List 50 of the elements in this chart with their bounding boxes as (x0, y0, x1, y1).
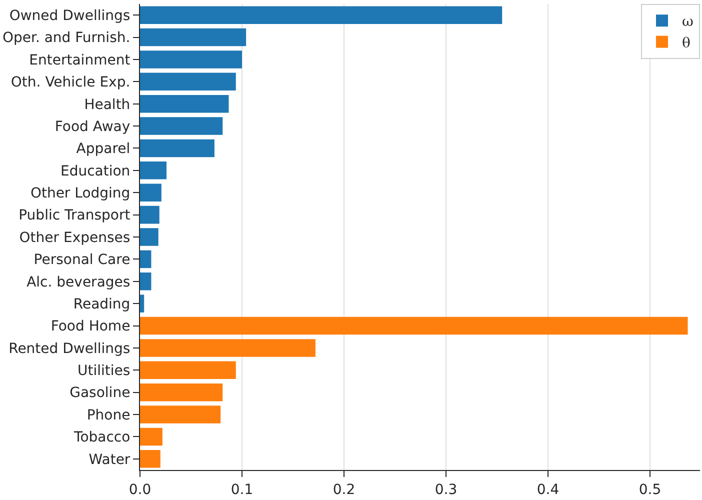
y-tick-label: Oper. and Furnish. (2, 30, 130, 46)
bar (140, 272, 152, 290)
bar (140, 316, 688, 335)
bar (140, 162, 167, 180)
bar (140, 228, 158, 246)
y-tick-label: Tobacco (73, 430, 130, 446)
bar (140, 383, 223, 402)
y-tick-label: Apparel (76, 141, 130, 158)
x-tick-label: 0.2 (332, 482, 356, 498)
bar (140, 117, 223, 135)
y-tick-label: Food Home (50, 318, 130, 335)
bar (140, 206, 160, 224)
bar (140, 428, 162, 446)
y-tick-label: Education (60, 163, 130, 180)
bar (140, 94, 229, 113)
bar (140, 139, 214, 158)
y-tick-label: Rented Dwellings (8, 340, 130, 357)
y-tick-label: Reading (73, 296, 130, 312)
y-tick-label: Health (84, 96, 130, 113)
x-tick-label: 0.4 (536, 482, 560, 498)
bar (140, 50, 242, 68)
bar (140, 361, 236, 380)
y-tick-label: Entertainment (29, 52, 131, 68)
bar (140, 6, 502, 24)
y-tick-label: Other Lodging (30, 186, 130, 202)
y-tick-label: Public Transport (18, 208, 131, 224)
y-tick-label: Phone (86, 407, 130, 424)
bar (140, 450, 160, 468)
y-tick-label: Food Away (54, 118, 130, 135)
y-tick-label: Other Expenses (19, 230, 130, 246)
bar (140, 184, 162, 202)
y-tick-label: Personal Care (34, 252, 130, 268)
bar (140, 28, 246, 46)
bar (140, 72, 236, 91)
bar (140, 339, 316, 357)
y-tick-label: Utilities (77, 363, 130, 380)
x-tick-label: 0.1 (230, 482, 254, 498)
legend-label: ω (682, 14, 694, 30)
y-tick-label: Oth. Vehicle Exp. (10, 74, 130, 91)
y-tick-label: Water (88, 452, 130, 468)
bar (140, 406, 221, 424)
x-tick-label: 0.5 (638, 482, 662, 498)
y-tick-label: Owned Dwellings (9, 8, 130, 24)
y-tick-label: Gasoline (70, 385, 130, 402)
y-tick-label: Alc. beverages (26, 274, 130, 290)
bar (140, 250, 152, 268)
bar (140, 294, 144, 312)
x-tick-label: 0.0 (128, 482, 152, 498)
x-tick-label: 0.3 (434, 482, 458, 498)
legend-label: θ (682, 35, 690, 52)
